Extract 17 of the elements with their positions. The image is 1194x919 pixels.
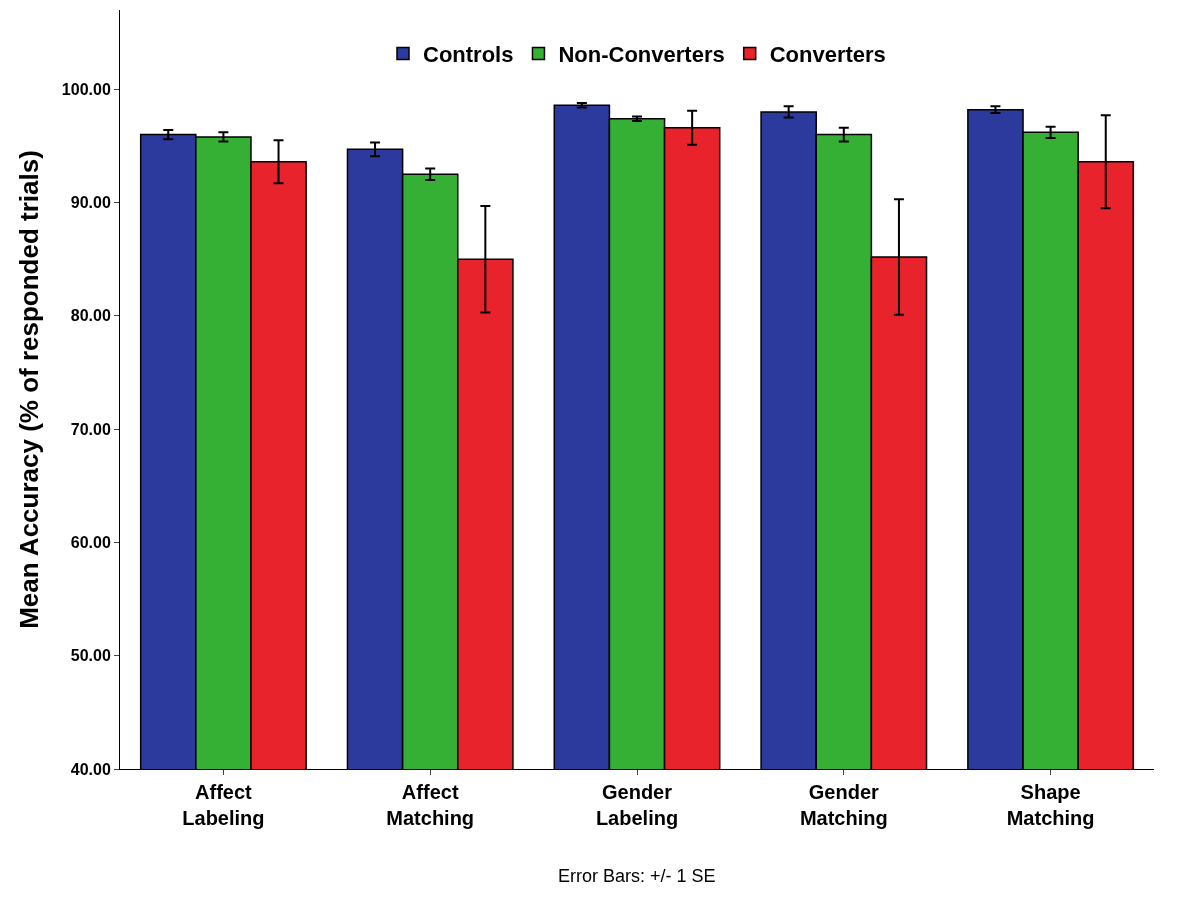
x-tick-label: Gender Matching bbox=[799, 781, 888, 829]
y-tick-label: 60.00 bbox=[70, 534, 111, 552]
y-tick-label: 50.00 bbox=[70, 647, 111, 665]
text: Error Bars: +/- 1 SE bbox=[558, 866, 716, 886]
x-tick-label: Affect Labeling bbox=[182, 781, 265, 829]
y-tick-label: 100.00 bbox=[61, 80, 111, 98]
y-tick-label: 40.00 bbox=[70, 760, 111, 778]
y-axis-title: Mean Accuracy (% of responded trials) bbox=[14, 150, 45, 629]
x-tick-label: Shape Matching bbox=[1006, 781, 1095, 829]
y-tick-label: 70.00 bbox=[70, 420, 111, 438]
y-tick-label: 80.00 bbox=[70, 307, 111, 325]
legend-label: Converters bbox=[769, 42, 886, 68]
y-tick-label: 90.00 bbox=[70, 194, 111, 212]
x-tick-label: Affect Matching bbox=[386, 781, 475, 829]
legend-label: Controls bbox=[423, 42, 514, 68]
x-tick-label: Gender Labeling bbox=[595, 781, 679, 829]
legend-label: Non-Converters bbox=[558, 42, 725, 68]
